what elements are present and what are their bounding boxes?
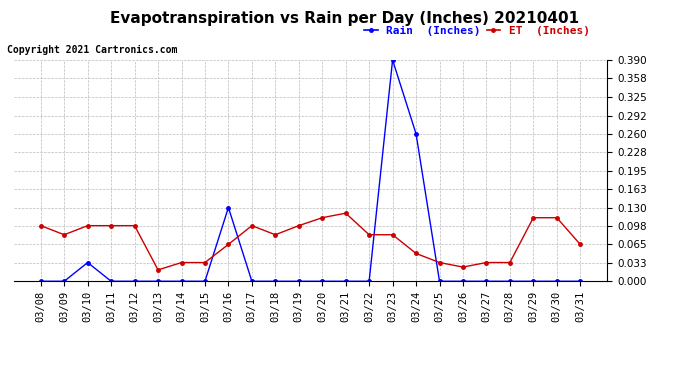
- Rain  (Inches): [435, 279, 444, 284]
- Rain  (Inches): [271, 279, 279, 284]
- ET  (Inches): [295, 224, 303, 228]
- ET  (Inches): [224, 242, 233, 247]
- ET  (Inches): [177, 260, 186, 265]
- ET  (Inches): [154, 268, 162, 272]
- Rain  (Inches): [482, 279, 491, 284]
- Rain  (Inches): [459, 279, 467, 284]
- Rain  (Inches): [37, 279, 45, 284]
- ET  (Inches): [506, 260, 514, 265]
- ET  (Inches): [271, 232, 279, 237]
- Rain  (Inches): [576, 279, 584, 284]
- ET  (Inches): [107, 224, 115, 228]
- ET  (Inches): [553, 216, 561, 220]
- ET  (Inches): [60, 232, 68, 237]
- Rain  (Inches): [365, 279, 373, 284]
- Rain  (Inches): [388, 58, 397, 62]
- Rain  (Inches): [248, 279, 256, 284]
- Rain  (Inches): [177, 279, 186, 284]
- ET  (Inches): [365, 232, 373, 237]
- Rain  (Inches): [318, 279, 326, 284]
- Line: ET  (Inches): ET (Inches): [39, 211, 582, 272]
- Rain  (Inches): [506, 279, 514, 284]
- ET  (Inches): [529, 216, 538, 220]
- Rain  (Inches): [83, 260, 92, 265]
- Line: Rain  (Inches): Rain (Inches): [39, 58, 582, 283]
- Rain  (Inches): [295, 279, 303, 284]
- ET  (Inches): [412, 251, 420, 256]
- Text: Copyright 2021 Cartronics.com: Copyright 2021 Cartronics.com: [7, 45, 177, 55]
- Rain  (Inches): [107, 279, 115, 284]
- ET  (Inches): [130, 224, 139, 228]
- ET  (Inches): [201, 260, 209, 265]
- Rain  (Inches): [529, 279, 538, 284]
- ET  (Inches): [83, 224, 92, 228]
- Text: Evapotranspiration vs Rain per Day (Inches) 20210401: Evapotranspiration vs Rain per Day (Inch…: [110, 11, 580, 26]
- Rain  (Inches): [201, 279, 209, 284]
- Rain  (Inches): [412, 132, 420, 136]
- ET  (Inches): [342, 211, 350, 215]
- ET  (Inches): [248, 224, 256, 228]
- ET  (Inches): [459, 265, 467, 269]
- Rain  (Inches): [154, 279, 162, 284]
- Legend: Rain  (Inches), ET  (Inches): Rain (Inches), ET (Inches): [364, 26, 590, 36]
- ET  (Inches): [318, 216, 326, 220]
- Rain  (Inches): [130, 279, 139, 284]
- ET  (Inches): [435, 260, 444, 265]
- ET  (Inches): [37, 224, 45, 228]
- Rain  (Inches): [553, 279, 561, 284]
- Rain  (Inches): [224, 205, 233, 210]
- ET  (Inches): [576, 242, 584, 247]
- ET  (Inches): [482, 260, 491, 265]
- Rain  (Inches): [60, 279, 68, 284]
- ET  (Inches): [388, 232, 397, 237]
- Rain  (Inches): [342, 279, 350, 284]
